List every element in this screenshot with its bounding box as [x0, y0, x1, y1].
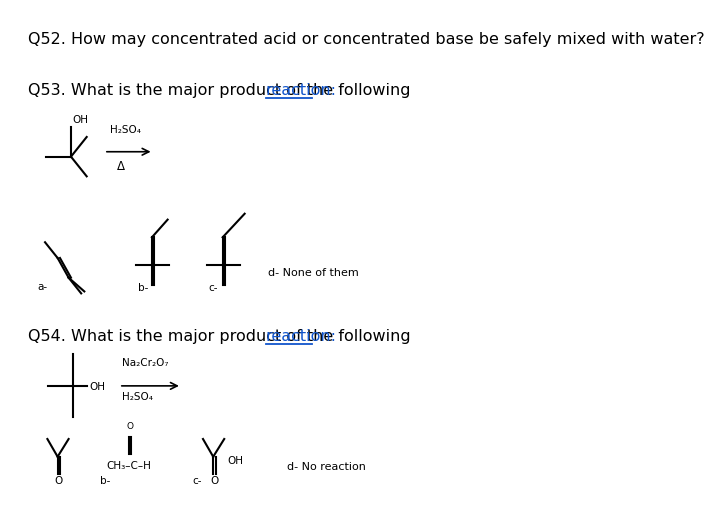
Text: O: O: [54, 476, 63, 486]
Text: CH₃–C–H: CH₃–C–H: [107, 461, 151, 471]
Text: d- No reaction: d- No reaction: [287, 462, 366, 471]
Text: O: O: [127, 422, 133, 431]
Text: reaction:: reaction:: [266, 83, 337, 98]
Text: d- None of them: d- None of them: [268, 268, 359, 278]
Text: Na₂Cr₂O₇: Na₂Cr₂O₇: [122, 358, 168, 368]
Text: b-: b-: [100, 476, 110, 486]
Text: Q53. What is the major product of the following: Q53. What is the major product of the fo…: [28, 83, 415, 98]
Text: Δ: Δ: [117, 160, 125, 173]
Text: H₂SO₄: H₂SO₄: [110, 125, 141, 135]
Text: c-: c-: [193, 476, 203, 486]
Text: reaction:: reaction:: [266, 329, 337, 344]
Text: a-: a-: [37, 282, 47, 291]
Text: H₂SO₄: H₂SO₄: [122, 392, 153, 402]
Text: Q52. How may concentrated acid or concentrated base be safely mixed with water?: Q52. How may concentrated acid or concen…: [28, 32, 705, 47]
Text: OH: OH: [228, 455, 243, 466]
Text: OH: OH: [90, 382, 106, 392]
Text: Q54. What is the major product of the following: Q54. What is the major product of the fo…: [28, 329, 415, 344]
Text: c-: c-: [208, 283, 218, 292]
Text: b-: b-: [137, 283, 148, 292]
Text: OH: OH: [72, 115, 89, 125]
Text: O: O: [210, 476, 218, 486]
